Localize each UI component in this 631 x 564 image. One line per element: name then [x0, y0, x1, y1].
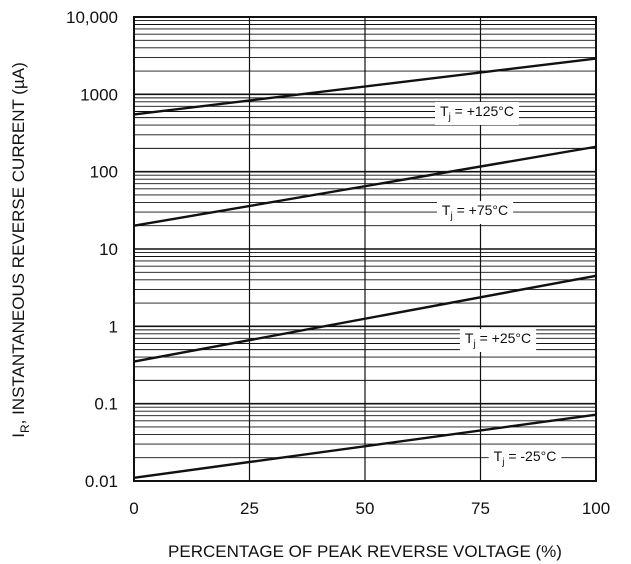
- series-label-subscript: j: [449, 211, 452, 222]
- series-label-subscript: j: [448, 112, 451, 123]
- series-label-symbol: T: [465, 330, 474, 346]
- x-tick-label: 0: [129, 499, 138, 518]
- y-tick-label: 100: [90, 163, 118, 182]
- series-label-symbol: T: [494, 448, 503, 464]
- series-label-bg: [459, 329, 537, 352]
- series-label-text: Tj = +75°C: [442, 202, 508, 222]
- series-label-bg: [435, 102, 519, 125]
- y-axis-label-rest: , INSTANTANEOUS REVERSE CURRENT (µA): [9, 62, 28, 424]
- y-tick-label: 0.01: [85, 472, 118, 491]
- series-label-2: Tj = +25°C: [459, 329, 537, 352]
- y-tick-label: 10,000: [66, 8, 118, 27]
- plot-frame: [133, 16, 597, 482]
- series-label-text: Tj = +125°C: [440, 103, 514, 123]
- y-axis-label: IR, INSTANTANEOUS REVERSE CURRENT (µA): [9, 62, 32, 438]
- series-label-symbol: T: [440, 103, 449, 119]
- series-label-3: Tj = -25°C: [488, 447, 562, 470]
- series-line-1: [133, 145, 597, 227]
- x-tick-label: 75: [471, 499, 490, 518]
- x-tick-label: 25: [240, 499, 259, 518]
- series-line-0: [133, 57, 597, 116]
- series-label-1: Tj = +75°C: [436, 201, 514, 224]
- y-tick-labels: 0.01 0.1 1 10 100 1000 10,000: [66, 8, 118, 491]
- series-line-2: [133, 274, 597, 363]
- x-tick-label: 50: [356, 499, 375, 518]
- series-labels: Tj = +125°CTj = +75°CTj = +25°CTj = -25°…: [435, 102, 562, 470]
- y-tick-label: 1: [109, 317, 118, 336]
- x-axis-label: PERCENTAGE OF PEAK REVERSE VOLTAGE (%): [168, 542, 562, 561]
- series-label-bg: [436, 201, 514, 224]
- series-label-value: = +75°C: [453, 202, 508, 218]
- series-label-bg: [488, 447, 562, 470]
- series-label-text: Tj = +25°C: [465, 330, 531, 350]
- series-line-3: [133, 413, 597, 479]
- series-label-subscript: j: [472, 339, 475, 350]
- series-label-text: Tj = -25°C: [494, 448, 557, 468]
- y-tick-label: 10: [99, 240, 118, 259]
- series-label-value: = -25°C: [504, 448, 556, 464]
- x-tick-labels: 0 25 50 75 100: [129, 499, 610, 518]
- series-label-0: Tj = +125°C: [435, 102, 519, 125]
- x-tick-label: 100: [582, 499, 610, 518]
- series-lines: [133, 57, 597, 479]
- series-label-value: = +125°C: [451, 103, 514, 119]
- y-tick-label: 1000: [80, 85, 118, 104]
- y-axis-label-subscript: R: [18, 424, 32, 433]
- y-tick-label: 0.1: [94, 395, 118, 414]
- series-label-symbol: T: [442, 202, 451, 218]
- y-axis-label-symbol: I: [9, 433, 28, 438]
- series-label-subscript: j: [501, 457, 504, 468]
- series-label-value: = +25°C: [476, 330, 531, 346]
